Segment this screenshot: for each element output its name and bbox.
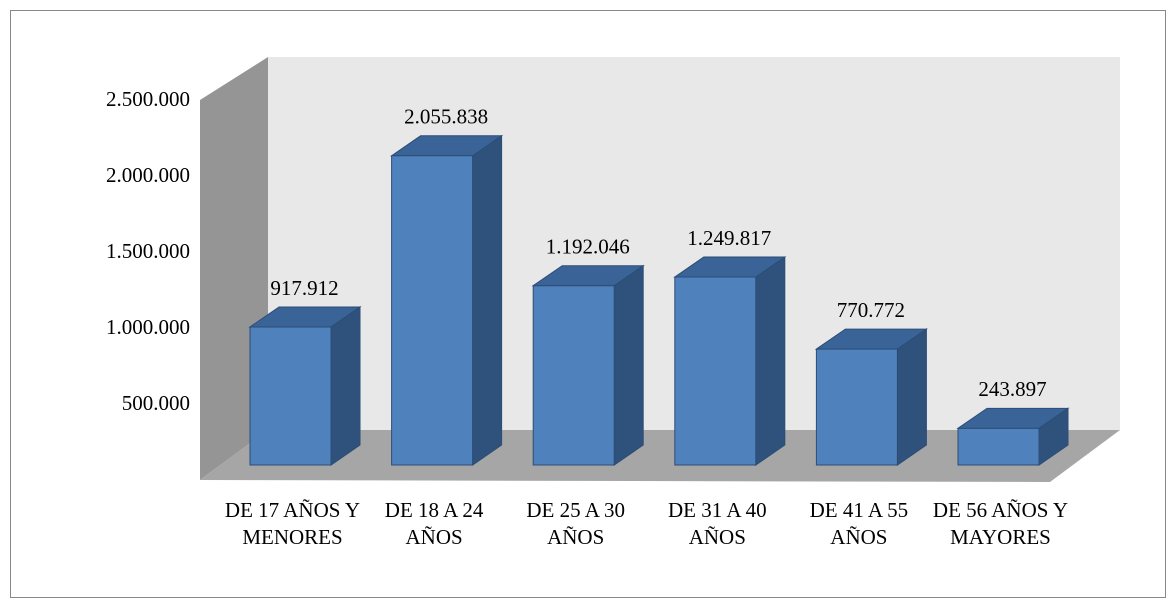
y-tick-label: 500.000 xyxy=(122,391,190,415)
y-tick-label: 1.000.000 xyxy=(106,315,190,339)
value-label: 243.897 xyxy=(978,377,1046,401)
y-tick-label: 2.000.000 xyxy=(106,163,190,187)
x-tick-label: DE 18 A 24 AÑOS xyxy=(384,498,484,549)
bar-side xyxy=(330,305,361,466)
bar-front xyxy=(249,326,332,466)
x-tick-label: DE 25 A 30 AÑOS xyxy=(526,498,625,549)
bar-side xyxy=(613,264,644,466)
x-tick-label: DE 31 A 40 AÑOS xyxy=(668,498,767,549)
bar-front xyxy=(532,285,615,466)
bar xyxy=(248,305,362,466)
bar-side xyxy=(472,134,503,466)
x-tick-label: DE 17 AÑOS Y MENORES xyxy=(224,498,361,549)
value-label: 917.912 xyxy=(270,276,338,300)
bar xyxy=(389,134,504,466)
value-label: 2.055.838 xyxy=(404,105,488,129)
bar-front xyxy=(957,427,1040,466)
x-tick-label: DE 41 A 55 AÑOS xyxy=(809,498,909,549)
bar-side xyxy=(755,256,786,466)
value-label: 1.249.817 xyxy=(687,226,771,250)
bar xyxy=(814,328,929,466)
value-label: 1.192.046 xyxy=(546,235,630,259)
bar-front xyxy=(674,276,757,466)
bar-side xyxy=(896,328,927,466)
bar xyxy=(956,407,1070,466)
bar xyxy=(673,256,787,466)
y-tick-label: 1.500.000 xyxy=(106,239,190,263)
bar-front xyxy=(815,348,898,466)
value-label: 770.772 xyxy=(837,298,905,322)
bar-front xyxy=(391,155,474,466)
y-tick-label: 2.500.000 xyxy=(106,87,190,111)
bar xyxy=(531,264,645,466)
x-tick-label: DE 56 AÑOS Y MAYORES xyxy=(932,498,1069,549)
